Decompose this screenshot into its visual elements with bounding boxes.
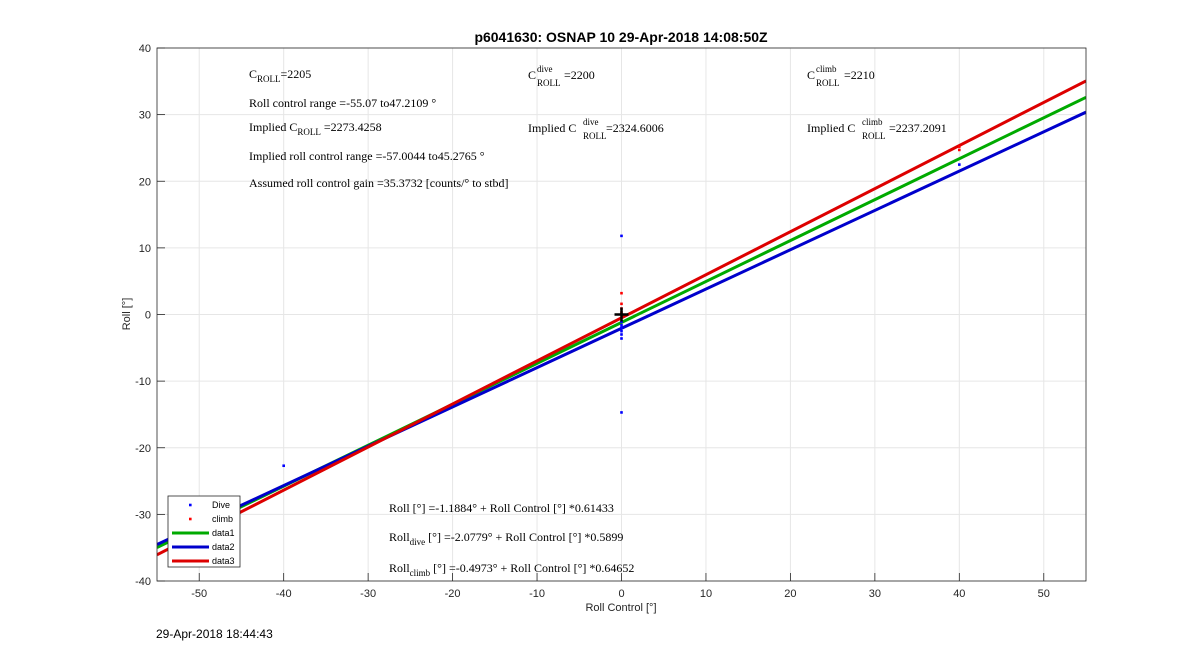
data-point-dive	[620, 323, 623, 327]
x-tick-label: -20	[445, 588, 461, 600]
x-tick-label: 50	[1038, 588, 1050, 600]
annotation-implied-c-roll-dive-sub: ROLL	[583, 131, 607, 141]
data-point-dive	[282, 464, 285, 468]
annotation-c-roll: CROLL=2205	[249, 67, 311, 84]
data-point-climb	[958, 148, 961, 152]
chart-title: p6041630: OSNAP 10 29-Apr-2018 14:08:50Z	[474, 29, 768, 45]
annotation-c-roll-climb-sup: climb	[816, 64, 837, 74]
data-point-dive	[620, 411, 623, 414]
data-point-dive	[620, 329, 623, 333]
x-tick-label: -50	[191, 588, 207, 600]
legend-label: Dive	[212, 500, 230, 510]
annotation-c-roll-climb-sub: ROLL	[816, 78, 840, 88]
annotation-fit-dive: Rolldive [°] =-2.0779° + Roll Control [°…	[389, 530, 623, 547]
data-point-dive	[620, 234, 623, 238]
annotation-fit-all: Roll [°] =-1.1884° + Roll Control [°] *0…	[389, 501, 614, 515]
y-tick-label: -20	[135, 443, 151, 455]
annotation-implied-c-roll-climb: Implied C	[807, 121, 855, 135]
legend: Dive climb data1 data2 data3	[167, 495, 241, 568]
x-tick-label: 20	[784, 588, 796, 600]
y-tick-label: 0	[145, 310, 151, 322]
x-tick-label: 40	[953, 588, 965, 600]
legend-label: data2	[212, 542, 235, 552]
annotation-implied-c-roll-climb-sub: ROLL	[862, 131, 886, 141]
annotation-c-roll-climb: C	[807, 68, 815, 82]
y-tick-label: 20	[139, 176, 151, 188]
annotation-implied-c-roll-climb-value: =2237.2091	[889, 121, 947, 135]
plot-series	[157, 79, 1086, 557]
axis-ticks: -50 -40 -30 -20 -10 0 10 20 30 40 50 -40 -30 -20 -10 0 1…	[135, 43, 1050, 600]
annotation-c-roll-dive-sub: ROLL	[537, 78, 561, 88]
x-tick-label: 10	[700, 588, 712, 600]
legend-items: Dive climb data1 data2 data3	[172, 500, 235, 566]
annotation-fit-climb: Rollclimb [°] =-0.4973° + Roll Control […	[389, 561, 634, 578]
y-tick-label: 30	[139, 110, 151, 122]
data-point-dive	[620, 320, 623, 324]
y-tick-label: 40	[139, 43, 151, 55]
data-point-climb	[620, 291, 623, 295]
data-point-dive	[958, 163, 961, 166]
data-point-dive	[620, 333, 623, 336]
legend-label: data3	[212, 556, 235, 566]
annotation-implied-c-roll: Implied CROLL =2273.4258	[249, 120, 382, 137]
legend-marker-climb	[189, 517, 192, 521]
x-tick-label: -30	[360, 588, 376, 600]
annotation-implied-c-roll-dive-sup: dive	[583, 117, 599, 127]
annotation-roll-range: Roll control range =-55.07 to47.2109 °	[249, 96, 436, 110]
y-tick-label: 10	[139, 243, 151, 255]
data-point-dive	[620, 326, 623, 330]
y-tick-label: -40	[135, 576, 151, 588]
legend-label: data1	[212, 528, 235, 538]
x-tick-label: -10	[529, 588, 545, 600]
y-tick-label: -30	[135, 509, 151, 521]
data-point-dive	[620, 337, 623, 340]
annotation-c-roll-dive: C	[528, 68, 536, 82]
annotation-implied-c-roll-climb-sup: climb	[862, 117, 883, 127]
legend-marker-dive	[189, 503, 192, 507]
x-axis-label: Roll Control [°]	[585, 602, 656, 614]
x-tick-label: -40	[276, 588, 292, 600]
data-point-climb	[958, 145, 961, 148]
y-axis-label: Roll [°]	[121, 298, 133, 331]
footer-timestamp: 29-Apr-2018 18:44:43	[156, 627, 273, 641]
annotation-c-roll-dive-value: =2200	[564, 68, 595, 82]
annotation-c-roll-dive-sup: dive	[537, 64, 553, 74]
annotation-c-roll-climb-value: =2210	[844, 68, 875, 82]
annotation-implied-range: Implied roll control range =-57.0044 to4…	[249, 149, 485, 163]
x-tick-label: 0	[618, 588, 624, 600]
y-tick-label: -10	[135, 376, 151, 388]
annotation-implied-c-roll-dive-value: =2324.6006	[606, 121, 664, 135]
data-point-climb	[620, 302, 623, 306]
annotation-implied-c-roll-dive: Implied C	[528, 121, 576, 135]
legend-label: climb	[212, 514, 233, 524]
annotation-assumed-gain: Assumed roll control gain =35.3732 [coun…	[249, 176, 509, 190]
x-tick-label: 30	[869, 588, 881, 600]
